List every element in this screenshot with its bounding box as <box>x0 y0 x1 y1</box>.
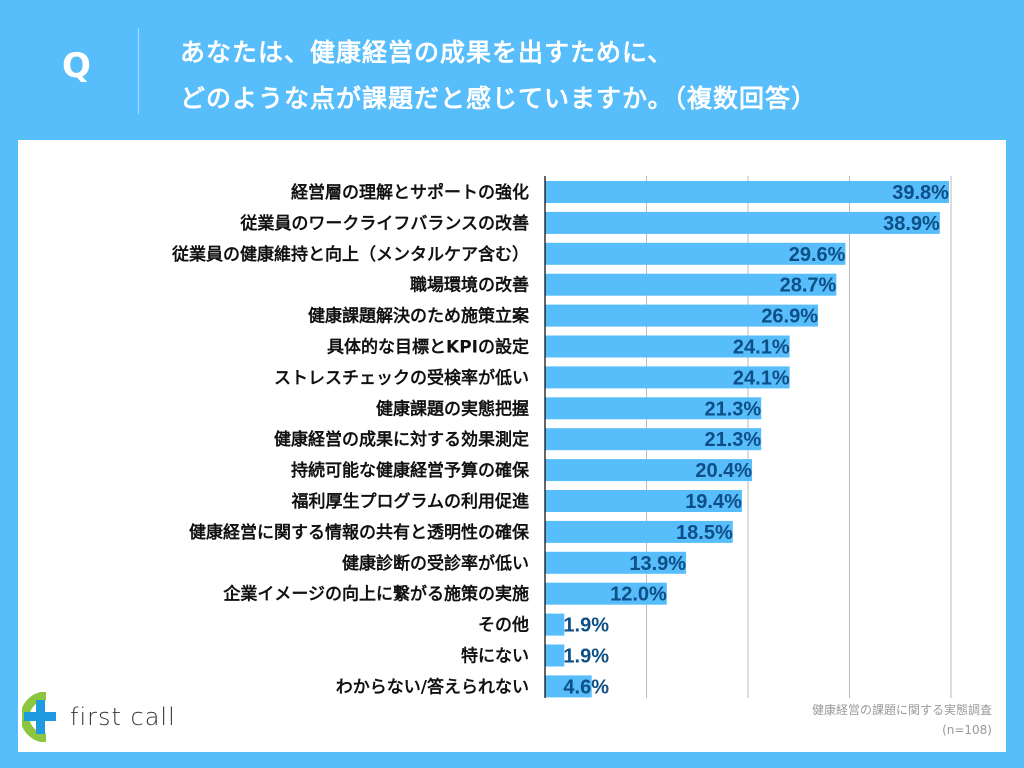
bar <box>545 613 565 636</box>
value-label: 12.0% <box>610 584 667 606</box>
category-label: 特にない <box>461 646 529 667</box>
question-title: あなたは、健康経営の成果を出すために、 どのような点が課題だと感じていますか。（… <box>180 30 817 122</box>
value-label: 21.3% <box>704 398 761 420</box>
category-label: 持続可能な健康経営予算の確保 <box>291 460 530 481</box>
first-call-logo-icon <box>22 692 56 742</box>
bar <box>545 428 762 451</box>
bar <box>545 211 940 234</box>
value-label: 1.9% <box>563 615 609 637</box>
bar <box>545 551 687 574</box>
source-title: 健康経営の課題に関する実態調査 <box>811 703 992 717</box>
value-label: 18.5% <box>676 522 733 544</box>
value-label: 20.4% <box>695 460 752 482</box>
source-note: 健康経営の課題に関する実態調査 (n=108) <box>812 700 992 740</box>
category-label: 職場環境の改善 <box>410 275 529 296</box>
bar <box>545 644 565 667</box>
value-label: 28.7% <box>780 275 837 297</box>
value-label: 1.9% <box>563 646 609 668</box>
bar <box>545 335 790 358</box>
value-label: 19.4% <box>685 491 742 513</box>
bar <box>545 675 592 698</box>
category-label: 健康経営に関する情報の共有と透明性の確保 <box>189 522 530 543</box>
value-label: 13.9% <box>629 553 686 575</box>
value-label: 4.6% <box>563 676 609 698</box>
title-line-1: あなたは、健康経営の成果を出すために、 <box>180 38 674 67</box>
bar <box>545 304 819 327</box>
category-label: 従業員のワークライフバランスの改善 <box>239 213 529 234</box>
bar <box>545 242 846 265</box>
bar <box>545 397 762 420</box>
bar <box>545 273 837 296</box>
question-label: Q <box>62 46 91 86</box>
value-label: 21.3% <box>704 429 761 451</box>
bar <box>545 490 742 512</box>
chart-panel <box>18 140 1006 752</box>
category-label: 健康経営の成果に対する効果測定 <box>274 429 529 450</box>
value-label: 26.9% <box>761 306 818 328</box>
title-line-2: どのような点が課題だと感じていますか。（複数回答） <box>180 84 818 113</box>
bar <box>545 459 753 482</box>
logo: first call <box>22 692 176 742</box>
value-label: 24.1% <box>733 337 790 359</box>
bar <box>545 366 790 389</box>
category-label: 福利厚生プログラムの利用促進 <box>291 491 530 512</box>
category-label: 健康課題の実態把握 <box>376 398 529 419</box>
category-label: 経営層の理解とサポートの強化 <box>291 182 529 203</box>
value-label: 38.9% <box>883 213 940 235</box>
value-label: 39.8% <box>892 182 949 204</box>
category-label: 健康診断の受診率が低い <box>342 553 529 574</box>
category-label: 具体的な目標とKPIの設定 <box>326 337 529 358</box>
category-label: 企業イメージの向上に繋がる施策の実施 <box>222 584 529 605</box>
logo-text: first call <box>70 703 176 731</box>
category-label: その他 <box>478 615 529 636</box>
category-label: 健康課題解決のため施策立案 <box>308 306 530 327</box>
value-label: 24.1% <box>733 367 790 389</box>
category-label: 従業員の健康維持と向上（メンタルケア含む） <box>171 244 529 265</box>
category-label: わからない/答えられない <box>336 676 529 697</box>
bar <box>545 520 733 543</box>
value-label: 29.6% <box>789 244 846 266</box>
bar <box>545 582 667 605</box>
category-label: ストレスチェックの受検率が低い <box>274 367 529 388</box>
sample-size: (n=108) <box>942 723 992 737</box>
header-divider <box>138 28 139 114</box>
bar <box>545 181 949 203</box>
